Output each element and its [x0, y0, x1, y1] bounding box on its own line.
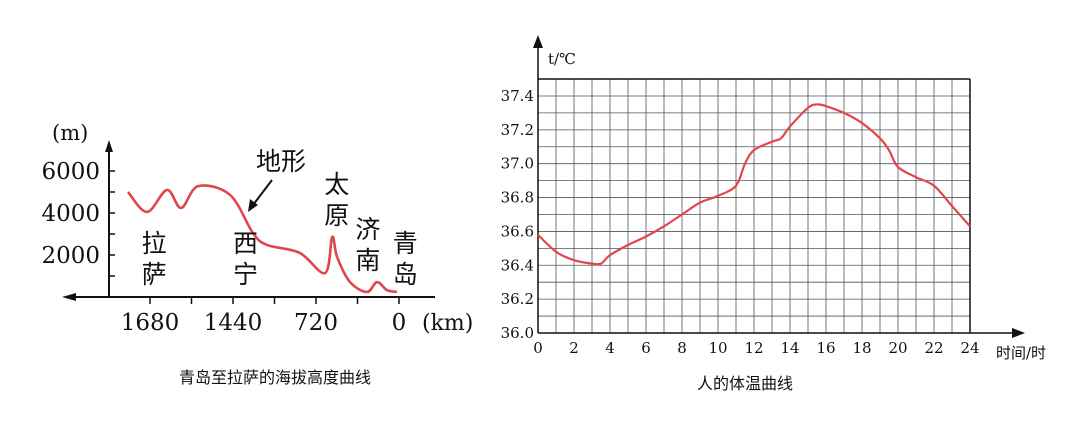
- x-tick-label: 4: [605, 339, 615, 357]
- y-tick-label: 37.2: [501, 121, 534, 139]
- temperature-line: [537, 103, 971, 266]
- temperature-chart: t/℃ 时间/时 36.0 36.2 36.4 36.6 36.8 37.0 37.2 37.4 0…: [501, 35, 1046, 393]
- x-tick-label: 2: [569, 339, 579, 357]
- y-tick-label: 36.6: [501, 222, 534, 240]
- y-axis-label: (m): [52, 121, 88, 145]
- city-label: 西: [233, 229, 258, 258]
- city-label: 拉: [142, 229, 167, 258]
- y-tick-label: 4000: [41, 201, 100, 227]
- city-label: 萨: [142, 260, 167, 289]
- x-tick-label: 10: [708, 339, 727, 357]
- x-tick-label: 1680: [121, 310, 180, 336]
- city-label: 宁: [233, 260, 258, 289]
- y-tick-label: 36.0: [501, 324, 534, 342]
- city-label: 南: [355, 246, 380, 275]
- city-label: 岛: [393, 260, 418, 289]
- city-label: 太: [324, 170, 349, 199]
- x-tick-label: 18: [852, 339, 871, 357]
- x-axis-label: 时间/时: [996, 344, 1046, 362]
- y-tick-label: 36.8: [501, 189, 534, 207]
- chart-title: 青岛至拉萨的海拔高度曲线: [179, 368, 371, 387]
- terrain-annotation: 地形: [256, 147, 306, 176]
- annotation-arrow-head: [248, 199, 258, 212]
- x-axis-arrow: [1012, 328, 1025, 338]
- chart-title: 人的体温曲线: [697, 374, 793, 393]
- y-tick-label: 6000: [41, 159, 100, 185]
- y-tick-label: 37.0: [501, 155, 534, 173]
- y-axis-label: t/℃: [548, 50, 576, 68]
- x-tick-label: 16: [816, 339, 835, 357]
- x-tick-label: 1440: [204, 310, 263, 336]
- y-axis-arrow: [533, 35, 543, 48]
- x-axis-arrow: [62, 293, 76, 301]
- annotation-arrow-line: [252, 179, 273, 206]
- y-axis-arrow: [105, 140, 113, 152]
- city-label: 济: [355, 215, 380, 244]
- x-tick-label: 12: [744, 339, 763, 357]
- x-tick-label: 720: [294, 310, 338, 336]
- x-tick-label: 14: [780, 339, 799, 357]
- city-label: 原: [324, 201, 349, 230]
- x-axis-label: (km): [422, 311, 473, 336]
- y-tick-label: 36.2: [501, 290, 534, 308]
- x-tick-label: 0: [392, 310, 407, 336]
- x-tick-label: 8: [677, 339, 687, 357]
- y-tick-label: 37.4: [501, 87, 534, 105]
- x-tick-label: 20: [888, 339, 907, 357]
- x-tick-label: 0: [533, 339, 543, 357]
- x-tick-label: 6: [641, 339, 651, 357]
- x-tick-label: 24: [960, 339, 979, 357]
- y-tick-label: 36.4: [501, 256, 534, 274]
- elevation-line: [127, 184, 398, 294]
- x-tick-label: 22: [924, 339, 943, 357]
- city-label: 青: [393, 229, 418, 258]
- y-tick-label: 2000: [41, 243, 100, 269]
